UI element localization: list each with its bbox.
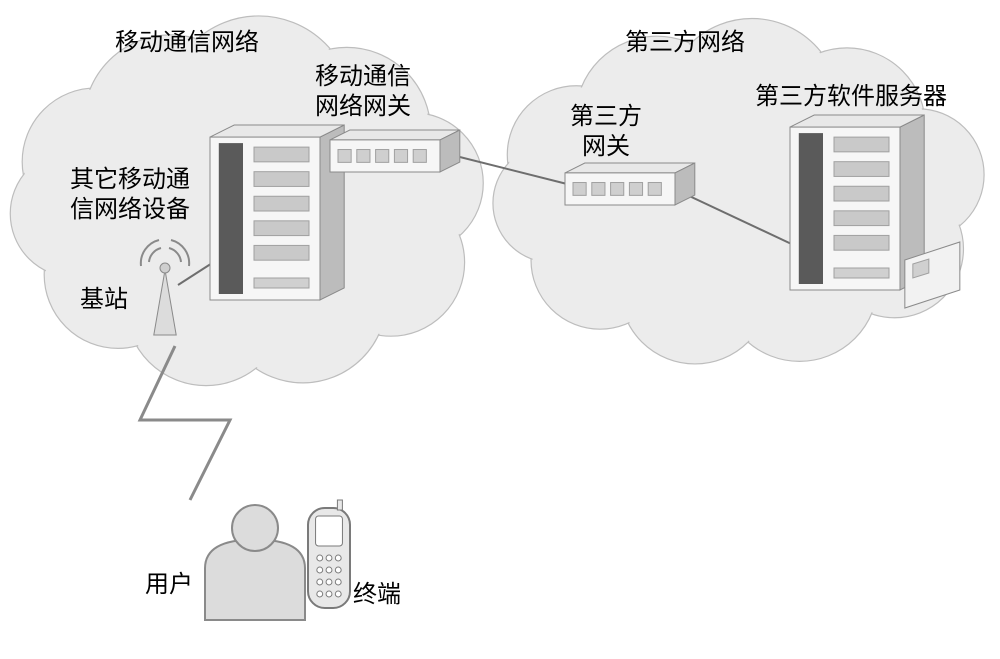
label-user: 用户 [145, 570, 193, 600]
label-other-mobile-device: 其它移动通 信网络设备 [70, 165, 190, 225]
diagram-stage: 移动通信网络 第三方网络其它移动通 信网络设备 移动通信 网络网关第三方 网关 第三方… [0, 0, 1000, 659]
mobile-gateway-icon [330, 130, 460, 172]
label-base-station: 基站 [80, 285, 128, 315]
third-party-gateway-icon [565, 163, 695, 205]
user-icon [205, 505, 305, 620]
label-third-party-network-title: 第三方网络 [625, 28, 745, 58]
label-third-party-server: 第三方软件服务器 [755, 82, 947, 112]
label-mobile-gateway: 移动通信 网络网关 [315, 62, 411, 122]
label-third-party-gateway: 第三方 网关 [570, 102, 642, 162]
label-mobile-network-title: 移动通信网络 [115, 28, 259, 58]
other-mobile-device-icon [210, 125, 344, 300]
label-terminal: 终端 [353, 580, 401, 610]
terminal-icon [308, 500, 350, 608]
